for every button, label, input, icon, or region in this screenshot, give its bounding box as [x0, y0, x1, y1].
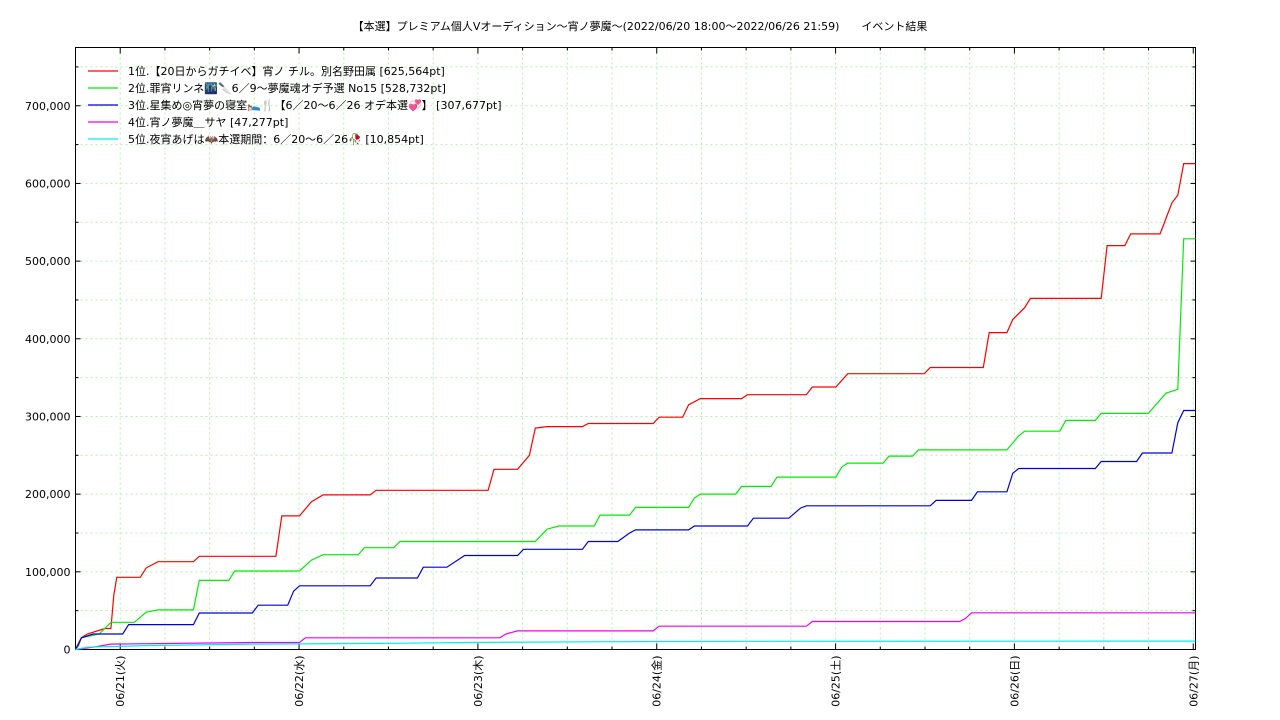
y-tick-label: 0 [64, 644, 71, 657]
series-lines [76, 164, 1196, 650]
y-tick-label: 400,000 [25, 333, 71, 346]
y-tick-label: 500,000 [25, 255, 71, 268]
legend-label: 4位.宵ノ夢魔＿サヤ [47,277pt] [128, 115, 288, 129]
x-tick-label: 06/22(水) [293, 656, 306, 707]
y-tick-label: 600,000 [25, 177, 71, 190]
series-line [76, 411, 1196, 650]
x-tick-label: 06/24(金) [650, 656, 664, 707]
legend-label: 5位.夜宵あげは🦇本選期間：6／20〜6／26🥀 [10,854pt] [128, 132, 424, 146]
x-tick-label: 06/26(日) [1008, 655, 1021, 706]
series-line [76, 164, 1196, 650]
y-axis: 0 100,000 200,000 300,000 400,000 500,000 600,… [25, 67, 1196, 657]
x-tick-label: 06/27(月) [1187, 656, 1200, 707]
x-tick-label: 06/25(土) [830, 656, 843, 707]
legend-label: 3位.星集め◎宵夢の寝室🛌🍴【6／20〜6／26 オデ本選💞】 [307,677… [128, 98, 502, 112]
x-tick-label: 06/21(火) [114, 656, 127, 707]
y-tick-label: 100,000 [25, 566, 71, 579]
y-tick-label: 700,000 [25, 100, 71, 113]
legend: 1位.【20日からガチイベ】宵ノ チル。別名野田属 [625,564pt] 2位.… [88, 64, 502, 146]
legend-label: 1位.【20日からガチイベ】宵ノ チル。別名野田属 [625,564pt] [128, 64, 445, 78]
x-tick-label: 06/23(木) [472, 656, 485, 707]
chart-title: 【本選】プレミアム個人Vオーディション〜宵ノ夢魔～(2022/06/20 18:… [353, 19, 928, 33]
y-tick-label: 300,000 [25, 410, 71, 423]
y-tick-label: 200,000 [25, 488, 71, 501]
legend-label: 2位.罪宵リンネ🌃🔪6／9〜夢魔魂オデ予選 No15 [528,732pt] [128, 81, 446, 95]
